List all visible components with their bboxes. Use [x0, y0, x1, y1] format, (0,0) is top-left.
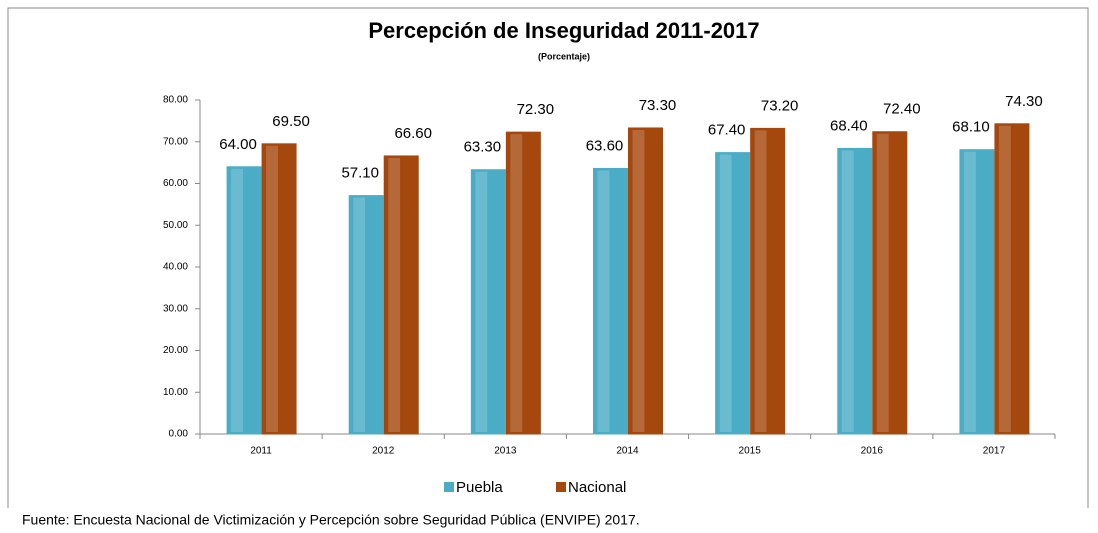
bar	[628, 127, 663, 435]
bar-shine	[998, 125, 1011, 433]
bar-shine	[597, 170, 610, 432]
y-tick-label: 50.00	[163, 220, 188, 231]
bar-shine	[632, 129, 645, 432]
bar-shine	[719, 154, 732, 433]
legend-swatch	[556, 482, 566, 492]
bar-shine	[231, 168, 243, 433]
x-tick-label: 2017	[983, 446, 1006, 457]
bar-shine	[266, 145, 278, 432]
y-tick-label: 70.00	[163, 136, 188, 147]
bar	[226, 166, 262, 435]
bar	[348, 195, 384, 435]
data-label: 72.40	[883, 101, 921, 118]
y-tick-label: 40.00	[163, 262, 188, 273]
data-label: 72.30	[517, 101, 555, 118]
y-tick-label: 30.00	[163, 303, 188, 314]
data-label: 68.40	[830, 117, 868, 134]
x-tick-label: 2016	[861, 446, 884, 457]
y-tick-label: 10.00	[163, 387, 188, 398]
data-label: 69.50	[272, 113, 310, 130]
bar-shine	[388, 157, 401, 432]
bar-shine	[841, 150, 854, 432]
bar	[261, 143, 297, 435]
bar-shine	[510, 134, 523, 432]
chart-subtitle: (Porcentaje)	[538, 51, 590, 61]
data-label: 63.60	[586, 137, 624, 154]
y-tick-label: 60.00	[163, 178, 188, 189]
x-tick-label: 2013	[494, 446, 517, 457]
x-tick-label: 2011	[250, 446, 272, 457]
chart-title: Percepción de Inseguridad 2011-2017	[368, 18, 759, 43]
bar	[872, 131, 908, 435]
bar	[505, 131, 541, 435]
y-tick-label: 80.00	[163, 95, 188, 106]
bar	[750, 127, 786, 435]
y-tick-label: 0.00	[169, 429, 189, 440]
data-label: 64.00	[219, 136, 257, 153]
data-label: 57.10	[341, 165, 379, 182]
y-tick-label: 20.00	[163, 345, 188, 356]
bar	[593, 167, 628, 435]
bar-shine	[963, 151, 976, 432]
bar	[383, 155, 419, 435]
bar	[959, 149, 995, 435]
source-note: Fuente: Encuesta Nacional de Victimizaci…	[22, 512, 640, 528]
x-tick-label: 2012	[372, 446, 395, 457]
x-tick-label: 2014	[616, 446, 639, 457]
data-label: 73.30	[639, 97, 677, 114]
data-label: 66.60	[394, 125, 432, 142]
bar	[837, 147, 873, 435]
data-label: 73.20	[761, 97, 799, 114]
data-label: 74.30	[1005, 93, 1043, 110]
legend-label: Nacional	[568, 479, 626, 496]
chart-frame	[7, 7, 1089, 508]
data-label: 63.30	[464, 139, 502, 156]
data-label: 67.40	[708, 122, 746, 139]
x-tick-label: 2015	[739, 446, 762, 457]
bar-shine	[754, 130, 767, 432]
bar-shine	[353, 197, 366, 432]
data-label: 68.10	[952, 119, 990, 136]
legend-swatch	[444, 482, 454, 492]
bar-shine	[876, 133, 889, 433]
bar-shine	[475, 171, 488, 432]
bar	[715, 152, 751, 435]
bar	[994, 123, 1030, 435]
legend-label: Puebla	[456, 479, 503, 496]
bar	[470, 169, 506, 435]
